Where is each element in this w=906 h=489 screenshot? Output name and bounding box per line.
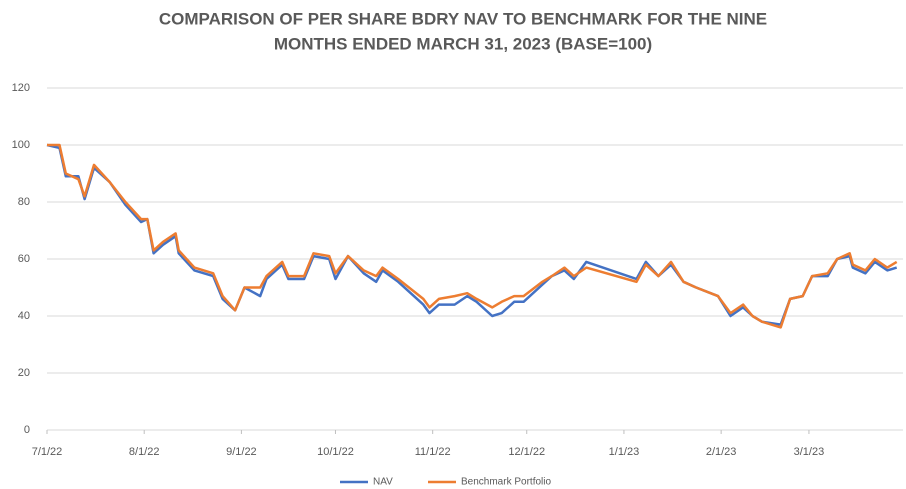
x-tick-label: 12/1/22 [508, 446, 545, 458]
y-tick-label: 120 [12, 82, 30, 94]
y-tick-label: 0 [24, 424, 30, 436]
y-tick-label: 100 [12, 139, 30, 151]
data-line [46, 143, 898, 326]
x-tick-label: 11/1/22 [415, 446, 451, 458]
x-tick-label: 2/1/23 [706, 446, 737, 458]
legend-label: NAV [373, 477, 393, 488]
chart-title: MONTHS ENDED MARCH 31, 2023 (BASE=100) [274, 34, 652, 53]
x-tick-label: 1/1/23 [609, 446, 640, 458]
x-tick-label: 10/1/22 [317, 446, 354, 458]
data-line [47, 143, 898, 329]
x-tick-label: 3/1/23 [794, 446, 825, 458]
y-tick-label: 20 [18, 367, 30, 379]
y-tick-label: 60 [18, 253, 30, 265]
x-tick-label: 8/1/22 [129, 446, 160, 458]
chart-title: COMPARISON OF PER SHARE BDRY NAV TO BENC… [159, 9, 767, 28]
legend-label: Benchmark Portfolio [461, 477, 551, 488]
x-tick-label: 9/1/22 [226, 446, 257, 458]
y-tick-label: 40 [18, 310, 30, 322]
x-tick-label: 7/1/22 [32, 446, 63, 458]
y-tick-label: 80 [18, 196, 30, 208]
